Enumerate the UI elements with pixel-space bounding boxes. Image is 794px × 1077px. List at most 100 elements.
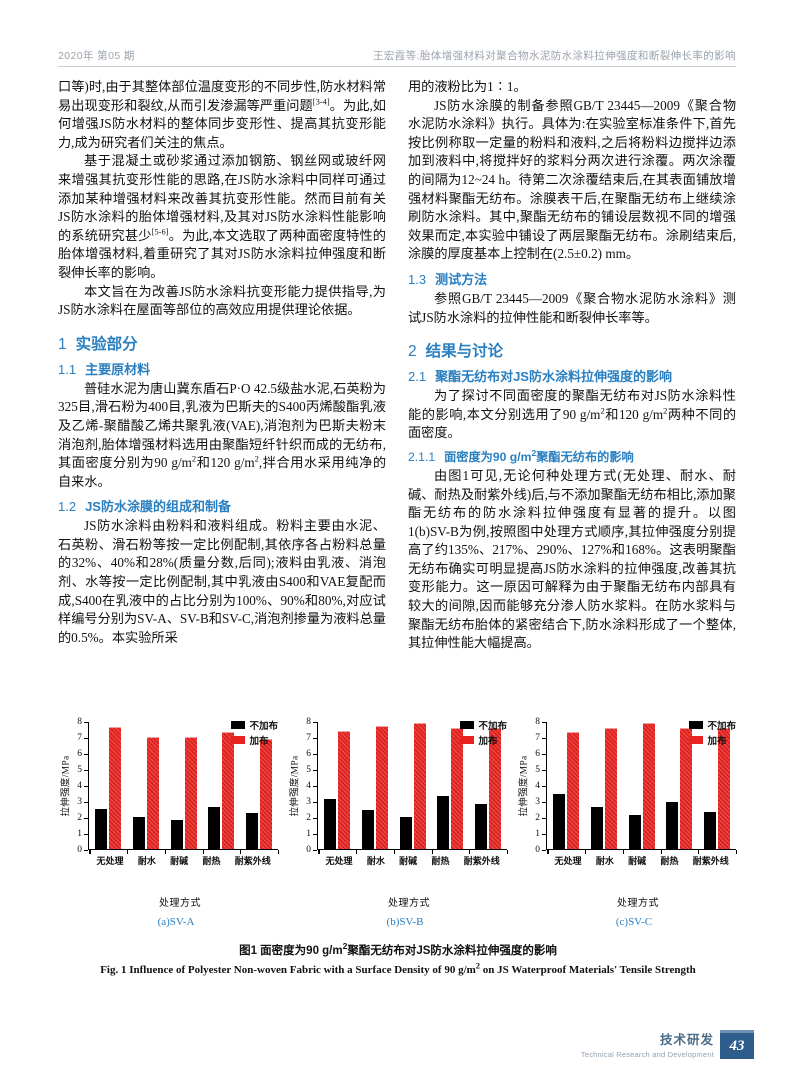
- bar-group: [437, 722, 464, 849]
- bar-with-fabric: [222, 732, 235, 849]
- bar-group: [666, 722, 693, 849]
- x-axis-tick: [547, 850, 549, 854]
- heading-2-results: 2 结果与讨论: [408, 339, 736, 361]
- x-axis-tick: [127, 850, 129, 854]
- y-axis-tick-label: 8: [535, 717, 540, 727]
- y-axis-tick-label: 4: [77, 781, 82, 791]
- x-axis-tick: [585, 850, 587, 854]
- y-axis-tick: [313, 802, 317, 804]
- x-axis-title: 处理方式: [388, 898, 430, 909]
- x-axis-tick: [89, 850, 91, 854]
- left-column: 口等)时,由于其整体部位温度变形的不同步性,防水材料常易出现变形和裂纹,从而引发…: [58, 78, 386, 708]
- y-axis-tick: [84, 802, 88, 804]
- y-axis-tick: [313, 770, 317, 772]
- footer-section-en: Technical Research and Development: [580, 1050, 714, 1059]
- y-axis-tick: [313, 850, 317, 852]
- x-axis-tick-label: 无处理: [554, 856, 582, 866]
- y-axis-tick: [313, 738, 317, 740]
- header-divider: [58, 66, 736, 67]
- paragraph-left-4-text-b: 和120 g/m: [196, 455, 255, 471]
- paragraph-right-4: 为了探讨不同面密度的聚酯无纺布对JS防水涂料性能的影响,本文分别选用了90 g/…: [408, 387, 736, 443]
- paragraph-right-1: 用的液粉比为1∶1。: [408, 79, 527, 94]
- figure-1: 拉伸强度/MPa 0 1 2 3 4 5 6 7 8 不加布 加布 无处理 耐水 耐碱 耐热 耐紫外线 处理方式 (…: [58, 716, 738, 978]
- bar-group: [553, 722, 580, 849]
- x-axis-tick-label: 耐水: [366, 856, 385, 866]
- running-header: 2020年 第05 期 王宏霞等:胎体增强材料对聚合物水泥防水涂料拉伸强度和断裂…: [58, 48, 736, 67]
- heading-2-1-1-label-b: 聚酯无纺布的影响: [536, 449, 634, 464]
- y-axis-tick-label: 4: [306, 781, 311, 791]
- y-axis-tick: [313, 754, 317, 756]
- x-axis-tick-label: 耐水: [595, 856, 614, 866]
- bar-no-fabric: [666, 802, 679, 849]
- bar-no-fabric: [132, 816, 145, 849]
- bar-no-fabric: [437, 795, 450, 849]
- bar-group-container: [547, 722, 736, 849]
- bar-no-fabric: [95, 808, 108, 849]
- bar-with-fabric: [260, 738, 273, 849]
- x-axis-tick: [278, 850, 280, 854]
- bar-with-fabric: [146, 737, 159, 849]
- heading-1-3-test-method: 1.3 测试方法: [408, 269, 736, 288]
- y-axis-tick: [542, 754, 546, 756]
- y-axis-tick: [542, 770, 546, 772]
- paragraph-left-2-text-a: 基于混凝土或砂浆通过添加钢筋、钢丝网或玻纤网来增强其抗变形性能的思路,在JS防水…: [58, 153, 386, 243]
- heading-2-1-number: 2.1: [408, 369, 427, 385]
- y-axis-line: [88, 722, 90, 850]
- paragraph-left-1: 口等)时,由于其整体部位温度变形的不同步性,防水材料常易出现变形和裂纹,从而引发…: [58, 78, 386, 152]
- superscript-square-6: 2: [342, 941, 348, 952]
- bar-with-fabric: [338, 730, 351, 849]
- paragraph-right-3: 参照GB/T 23445—2009《聚合物水泥防水涂料》测试JS防水涂料的拉伸性…: [408, 290, 736, 325]
- y-axis-tick: [84, 850, 88, 852]
- legend-swatch-icon: [231, 736, 246, 744]
- bar-group-container: [318, 722, 507, 849]
- figure-caption-cn: 图1 面密度为90 g/m2聚酯无纺布对JS防水涂料拉伸强度的影响: [58, 942, 738, 958]
- y-axis-line: [317, 722, 319, 850]
- header-article-title: 王宏霞等:胎体增强材料对聚合物水泥防水涂料拉伸强度和断裂伸长率的影响: [372, 50, 736, 62]
- bar-group: [170, 722, 197, 849]
- heading-1-1-number: 1.1: [58, 361, 77, 377]
- legend-item: 不加布: [231, 718, 278, 732]
- chart-panel-label: (b)SV-B: [386, 916, 424, 928]
- bar-with-fabric: [718, 728, 731, 849]
- heading-1-number: 1: [58, 335, 67, 353]
- y-axis-tick-label: 2: [535, 813, 540, 823]
- x-axis-tick-label: 无处理: [96, 856, 124, 866]
- bar-with-fabric: [184, 737, 197, 849]
- bar-no-fabric: [246, 813, 259, 849]
- bar-group: [475, 722, 502, 849]
- x-axis-tick: [431, 850, 433, 854]
- y-axis-tick-label: 2: [306, 813, 311, 823]
- y-axis-tick: [84, 754, 88, 756]
- y-axis-tick-label: 3: [535, 797, 540, 807]
- paragraph-left-3: 本文旨在为改善JS防水涂料抗变形能力提供指导,为JS防水涂料在屋面等部位的高效应…: [58, 283, 386, 318]
- paragraph-right-5: 由图1可见,无论何种处理方式(无处理、耐水、耐碱、耐热及耐紫外线)后,与不添加聚…: [408, 467, 736, 651]
- heading-1-2-number: 1.2: [58, 499, 77, 515]
- paragraph-left-4-text-a: 普硅水泥为唐山冀东盾石P·O 42.5级盐水泥,石英粉为325目,滑石粉为400…: [58, 380, 386, 471]
- bar-no-fabric: [208, 807, 221, 849]
- heading-1-1-label: 主要原材料: [85, 361, 151, 377]
- legend-label: 不加布: [478, 721, 507, 732]
- chart-row: 拉伸强度/MPa 0 1 2 3 4 5 6 7 8 不加布 加布 无处理 耐水 耐碱 耐热 耐紫外线 处理方式 (…: [58, 716, 738, 928]
- paragraph-left-1-text-b: 。为此,如何增强JS防水材料的整体同步变形性、提高其抗变形能力,成为研究者们关注…: [58, 97, 386, 150]
- bar-no-fabric: [324, 799, 337, 849]
- page-footer: 技术研发 Technical Research and Development …: [581, 1029, 754, 1059]
- x-axis-tick-label: 耐紫外线: [692, 856, 729, 866]
- figure-caption-en-b: on JS Waterproof Materials' Tensile Stre…: [480, 964, 696, 976]
- chart-panel-label: (a)SV-A: [157, 916, 195, 928]
- citation-5-6: [5-6]: [151, 226, 169, 237]
- x-axis-tick-labels: 无处理 耐水 耐碱 耐热 耐紫外线: [89, 854, 278, 867]
- bar-group: [208, 722, 235, 849]
- paragraph-left-2: 基于混凝土或砂浆通过添加钢筋、钢丝网或玻纤网来增强其抗变形性能的思路,在JS防水…: [58, 152, 386, 282]
- x-axis-tick-labels: 无处理 耐水 耐碱 耐热 耐紫外线: [318, 854, 507, 867]
- bar-no-fabric: [628, 815, 641, 849]
- paragraph-right-4-text-b: 和120 g/m: [604, 406, 664, 422]
- plot-area: 拉伸强度/MPa 0 1 2 3 4 5 6 7 8 不加布 加布 无处理 耐水 耐碱 耐热 耐紫外线: [516, 716, 738, 881]
- x-axis-tick-labels: 无处理 耐水 耐碱 耐热 耐紫外线: [547, 854, 736, 867]
- y-axis-tick: [542, 786, 546, 788]
- heading-1-3-label: 测试方法: [435, 271, 488, 287]
- y-axis-tick-label: 7: [77, 733, 82, 743]
- chart-legend: 不加布 加布: [231, 718, 278, 748]
- paragraph-left-4-text-c: ,拌合用水采用纯净的自来水。: [58, 455, 387, 489]
- x-axis-tick-label: 耐碱: [399, 856, 418, 866]
- y-axis-tick-label: 7: [306, 733, 311, 743]
